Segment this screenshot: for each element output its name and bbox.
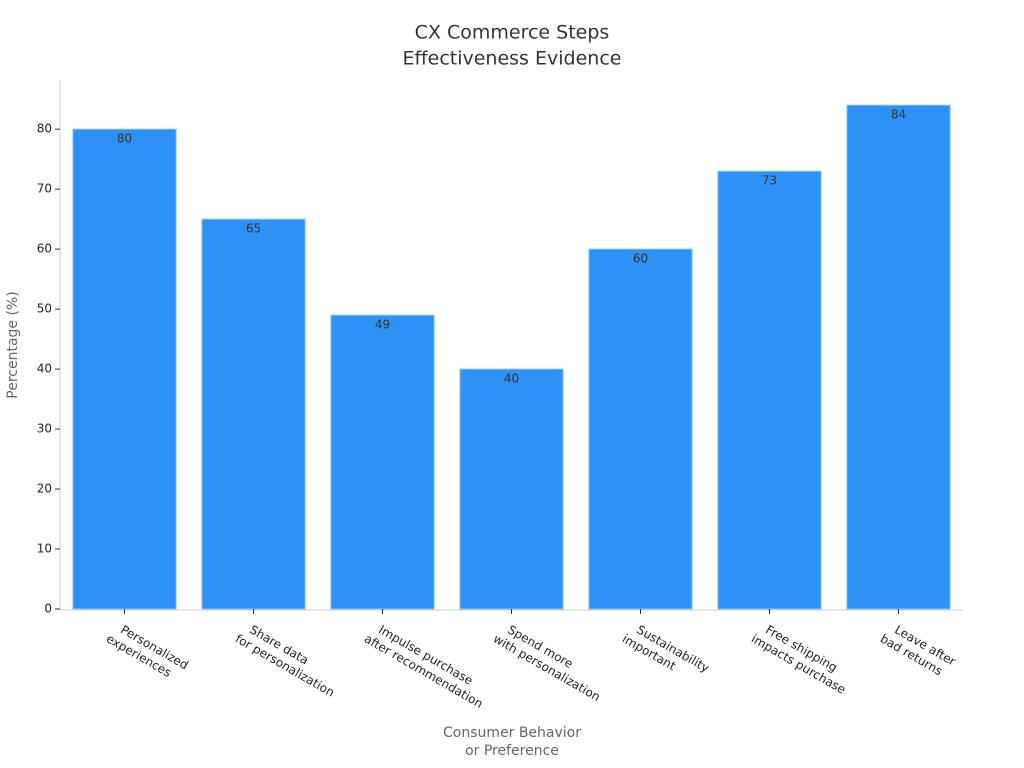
y-tick-label: 20 [37, 482, 52, 496]
value-label: 40 [504, 372, 519, 386]
bar [846, 104, 951, 610]
y-tick-label: 60 [37, 242, 52, 256]
chart-title: CX Commerce Steps [415, 22, 610, 44]
chart-title: Effectiveness Evidence [403, 48, 622, 70]
value-label: 84 [891, 108, 906, 122]
x-axis-label: or Preference [465, 743, 559, 759]
bar [717, 170, 822, 610]
y-axis-label: Percentage (%) [5, 291, 21, 398]
value-label: 80 [117, 132, 132, 146]
y-tick-label: 40 [37, 362, 52, 376]
value-label: 49 [375, 318, 390, 332]
bar [459, 368, 564, 610]
value-label: 73 [762, 174, 777, 188]
bar [201, 218, 306, 610]
y-tick-label: 70 [37, 182, 52, 196]
y-tick-label: 10 [37, 542, 52, 556]
bar [330, 314, 435, 610]
y-tick-label: 0 [44, 602, 52, 616]
x-axis-label: Consumer Behavior [443, 725, 581, 741]
bar [72, 128, 177, 610]
bar [588, 248, 693, 610]
y-tick-label: 30 [37, 422, 52, 436]
y-tick-label: 50 [37, 302, 52, 316]
y-tick-label: 80 [37, 122, 52, 136]
value-label: 60 [633, 252, 648, 266]
value-label: 65 [246, 222, 261, 236]
